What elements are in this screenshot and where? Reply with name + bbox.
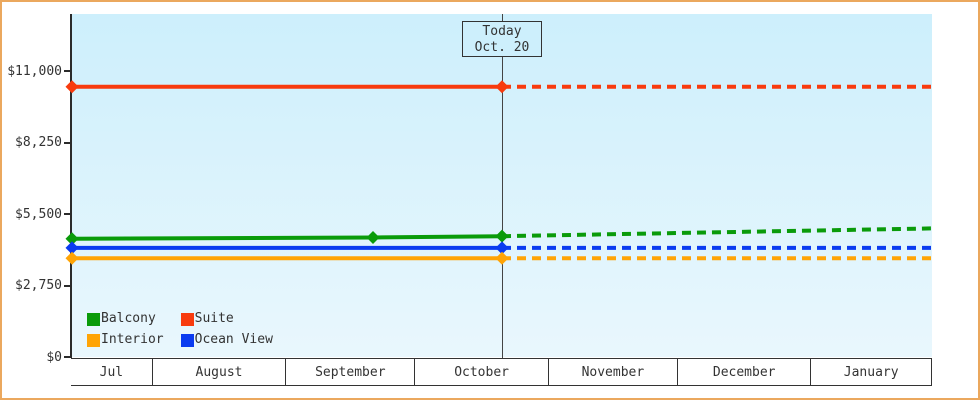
balcony-forecast-line	[501, 226, 933, 239]
y-axis-tick-4: $11,000	[0, 62, 70, 80]
y-axis-tick-3: $8,250	[0, 134, 70, 152]
suite-swatch-icon	[180, 312, 194, 326]
today-vertical-line	[501, 14, 503, 358]
month-cell-september: September	[286, 359, 416, 385]
suite-marker-1	[495, 80, 509, 94]
month-label: September	[315, 364, 386, 380]
legend-item-balcony: Balcony	[87, 312, 164, 326]
balcony-marker-1	[366, 230, 380, 244]
y-tick-label: $11,000	[7, 63, 62, 79]
month-label: October	[454, 364, 509, 380]
month-label: August	[195, 364, 243, 380]
ocean-view-swatch-icon	[180, 333, 194, 347]
tick-mark-icon	[64, 141, 70, 144]
tick-mark-icon	[64, 213, 70, 216]
month-label: January	[843, 364, 899, 380]
month-label: December	[712, 364, 776, 380]
legend-item-interior: Interior	[87, 333, 164, 347]
tick-mark-icon	[64, 356, 70, 358]
balcony-marker-0	[65, 232, 79, 246]
balcony-marker-2	[495, 229, 509, 243]
month-label: Jul	[99, 364, 124, 380]
month-cell-november: November	[549, 359, 678, 385]
month-cell-january: January	[811, 359, 932, 385]
y-axis-line	[70, 14, 72, 358]
ocean-view-marker-1	[495, 241, 509, 255]
month-cell-october: October	[415, 359, 549, 385]
legend-item-ocean-view: Ocean View	[180, 332, 273, 347]
balcony-swatch-icon	[87, 312, 100, 326]
y-tick-label: $2,750	[15, 278, 62, 294]
chart-legend: Balcony Suite Interior Ocean View	[87, 312, 273, 347]
month-cell-december: December	[678, 359, 812, 385]
suite-marker-0	[65, 80, 79, 94]
ocean-view-marker-0	[65, 241, 79, 255]
y-tick-label: $5,500	[15, 206, 62, 222]
month-cell-august: August	[153, 359, 287, 385]
balcony-price-line	[71, 234, 503, 241]
legend-label: Balcony	[101, 311, 156, 326]
legend-label: Interior	[101, 332, 164, 347]
interior-marker-0	[65, 251, 79, 265]
y-axis-tick-1: $2,750	[0, 277, 70, 295]
legend-item-suite: Suite	[180, 311, 273, 326]
interior-swatch-icon	[87, 333, 100, 347]
tick-mark-icon	[64, 70, 70, 73]
y-axis-tick-2: $5,500	[0, 205, 70, 223]
today-marker-box: Today Oct. 20	[462, 21, 542, 57]
month-cell-jul: Jul	[71, 359, 153, 385]
x-axis-month-row: Jul August September October November De…	[71, 358, 932, 386]
legend-label: Suite	[194, 311, 234, 326]
y-tick-label: $8,250	[15, 135, 62, 151]
tick-mark-icon	[64, 284, 70, 287]
y-axis-tick-0: $0	[0, 348, 70, 366]
interior-marker-1	[495, 251, 509, 265]
today-label: Today	[482, 24, 522, 39]
legend-label: Ocean View	[194, 332, 273, 347]
y-tick-label: $0	[46, 349, 62, 365]
month-label: November	[581, 364, 645, 380]
today-date-label: Oct. 20	[474, 40, 530, 55]
